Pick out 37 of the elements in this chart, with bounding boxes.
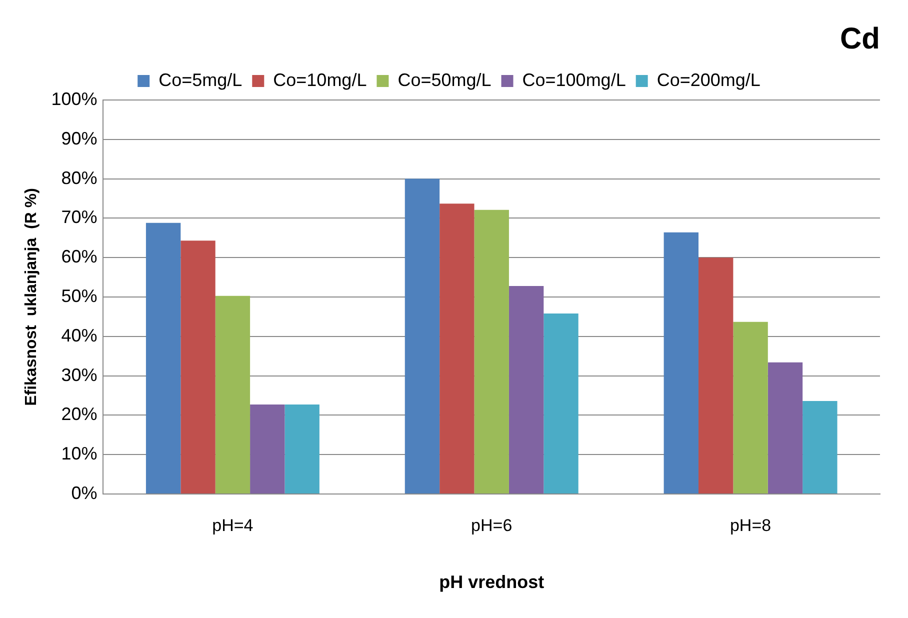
bar bbox=[768, 362, 803, 494]
y-tick-label: 100% bbox=[51, 88, 98, 109]
bar bbox=[180, 240, 216, 494]
bar bbox=[404, 178, 440, 494]
bar bbox=[802, 401, 838, 494]
bar bbox=[215, 296, 250, 494]
y-tick-label: 30% bbox=[61, 364, 98, 385]
bar bbox=[440, 204, 474, 494]
bar bbox=[146, 222, 181, 494]
legend-label: Co=5mg/L bbox=[158, 70, 242, 90]
y-tick-label: 90% bbox=[61, 128, 98, 148]
legend-label: Co=100mg/L bbox=[522, 70, 626, 90]
y-tick-label: 20% bbox=[61, 404, 98, 424]
legend-label: Co=50mg/L bbox=[398, 70, 492, 90]
y-tick-label: 0% bbox=[71, 482, 98, 503]
bar bbox=[284, 404, 320, 494]
y-tick-label: 10% bbox=[61, 444, 98, 464]
y-axis-title: Efikasnost uklanjanja (R %) bbox=[23, 188, 40, 406]
x-tick-label: pH=8 bbox=[730, 516, 772, 535]
y-tick-label: 60% bbox=[61, 246, 98, 267]
y-tick-label: 70% bbox=[61, 207, 98, 228]
bar bbox=[508, 286, 544, 494]
bar bbox=[474, 210, 509, 494]
legend-label: Co=10mg/L bbox=[273, 70, 367, 90]
bar bbox=[250, 404, 285, 494]
bar bbox=[733, 322, 768, 494]
x-tick-label: pH=4 bbox=[212, 516, 254, 535]
x-tick-label: pH=6 bbox=[471, 516, 512, 535]
bar bbox=[698, 258, 734, 494]
y-tick-label: 80% bbox=[61, 168, 98, 188]
bar bbox=[664, 232, 698, 494]
y-tick-label: 40% bbox=[61, 325, 98, 346]
legend-label: Co=200mg/L bbox=[656, 70, 760, 90]
chart-title: Cd bbox=[840, 22, 880, 56]
bar bbox=[544, 314, 578, 494]
y-tick-label: 50% bbox=[61, 286, 98, 306]
x-axis-title: pH vrednost bbox=[439, 572, 544, 592]
